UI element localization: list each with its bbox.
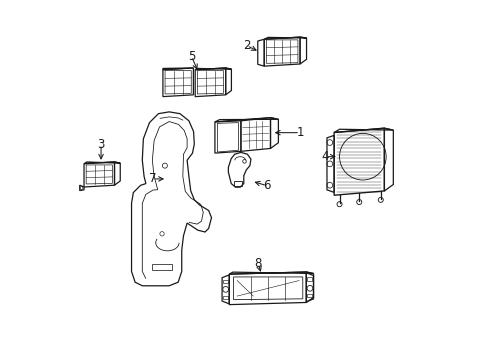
Text: 4: 4 xyxy=(321,150,328,163)
Text: 7: 7 xyxy=(149,172,156,185)
Text: 3: 3 xyxy=(97,138,104,150)
Text: 2: 2 xyxy=(243,39,250,52)
Text: 5: 5 xyxy=(187,50,195,63)
Text: 8: 8 xyxy=(254,257,261,270)
Text: 1: 1 xyxy=(296,126,303,139)
Text: 6: 6 xyxy=(263,179,270,192)
